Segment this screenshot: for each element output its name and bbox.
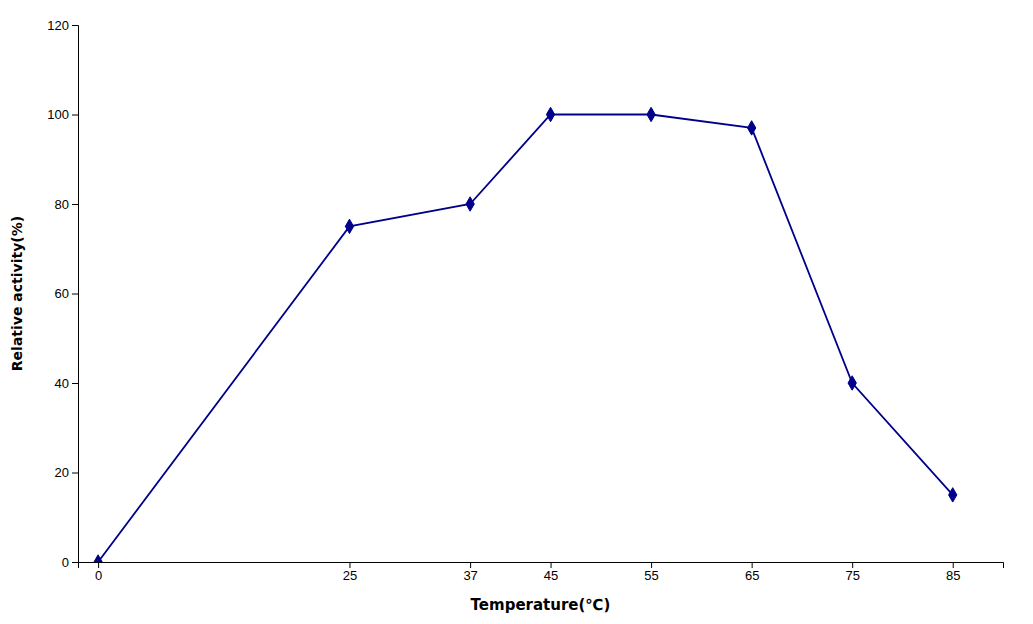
y-tick-label: 60 — [55, 286, 69, 301]
data-line — [98, 115, 953, 563]
x-axis-title: Temperature(℃) — [471, 596, 611, 614]
data-point — [466, 197, 474, 211]
y-tick-mark — [72, 204, 78, 205]
x-tick-label: 85 — [946, 568, 960, 583]
x-tick-label: 25 — [343, 568, 357, 583]
y-axis-title: Relative activity(%) — [9, 216, 25, 371]
chart-container: 0 25 37 45 55 65 75 85 0 20 40 60 80 100 120 Temperatur… — [0, 0, 1033, 624]
x-tick: 25 — [343, 562, 357, 583]
data-point — [747, 121, 755, 135]
x-tick-mark — [349, 562, 350, 568]
y-tick: 80 — [55, 197, 78, 212]
x-axis-line — [79, 563, 1004, 569]
y-tick-mark — [72, 383, 78, 384]
x-tick-mark — [470, 562, 471, 568]
x-tick-mark — [551, 562, 552, 568]
x-tick: 45 — [544, 562, 558, 583]
x-tick: 65 — [745, 562, 759, 583]
y-tick-mark — [72, 294, 78, 295]
data-point — [94, 555, 102, 562]
y-tick-label: 120 — [47, 18, 69, 33]
y-tick-label: 80 — [55, 197, 69, 212]
y-tick: 60 — [55, 286, 78, 301]
y-tick-mark — [72, 115, 78, 116]
x-tick-label: 55 — [644, 568, 658, 583]
data-point — [848, 376, 856, 390]
data-point — [546, 107, 554, 121]
x-tick-mark — [651, 562, 652, 568]
plot-area: 0 25 37 45 55 65 75 85 0 20 40 60 80 100 120 — [47, 18, 1003, 584]
x-tick: 75 — [845, 562, 859, 583]
y-tick-mark — [72, 25, 78, 26]
x-tick-mark — [852, 562, 853, 568]
y-tick: 20 — [55, 465, 78, 480]
y-tick: 0 — [62, 555, 78, 570]
x-tick-mark — [953, 562, 954, 568]
y-tick-mark — [72, 473, 78, 474]
y-tick: 120 — [47, 18, 78, 33]
x-tick: 85 — [946, 562, 960, 583]
y-tick-mark — [72, 562, 78, 563]
y-axis: 0 20 40 60 80 100 120 — [47, 18, 78, 570]
y-tick-label: 20 — [55, 465, 69, 480]
y-tick: 40 — [55, 376, 78, 391]
y-tick-label: 100 — [47, 107, 69, 122]
y-axis-line — [72, 26, 79, 563]
x-axis: 0 25 37 45 55 65 75 85 — [79, 562, 1004, 583]
marks — [94, 107, 957, 562]
x-tick-label: 37 — [463, 568, 477, 583]
x-tick-label: 0 — [95, 568, 102, 583]
x-tick-mark — [98, 562, 99, 568]
y-tick: 100 — [47, 107, 78, 122]
data-point — [345, 219, 353, 233]
x-tick-label: 75 — [845, 568, 859, 583]
x-tick-label: 65 — [745, 568, 759, 583]
x-tick: 0 — [95, 562, 102, 583]
x-tick-mark — [752, 562, 753, 568]
y-tick-label: 40 — [55, 376, 69, 391]
x-tick: 55 — [644, 562, 658, 583]
data-point — [949, 488, 957, 502]
data-point — [647, 107, 655, 121]
y-tick-label: 0 — [62, 555, 69, 570]
chart-svg: 0 25 37 45 55 65 75 85 0 20 40 60 80 100 120 Temperatur… — [0, 0, 1033, 624]
x-tick: 37 — [463, 562, 477, 583]
x-tick-label: 45 — [544, 568, 558, 583]
